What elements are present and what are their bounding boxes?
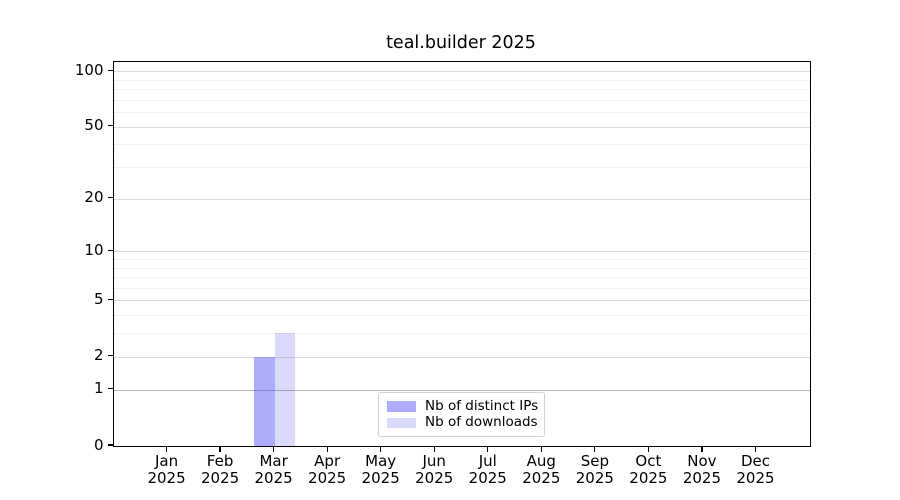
legend-item: Nb of distinct IPs (387, 397, 539, 414)
x-tick-mark (326, 446, 328, 452)
x-tick-label: Jul 2025 (468, 452, 507, 487)
x-tick-label: Nov 2025 (682, 452, 722, 487)
y-tick-mark (107, 249, 113, 251)
y-minor-gridline (114, 89, 810, 91)
y-tick-label: 50 (84, 116, 104, 135)
x-tick-label: May 2025 (361, 452, 400, 487)
y-major-gridline (114, 251, 810, 253)
x-tick-mark (754, 446, 757, 452)
y-major-gridline (114, 198, 810, 200)
legend: Nb of distinct IPs Nb of downloads (378, 392, 545, 437)
x-tick-label: Sep 2025 (575, 452, 614, 487)
bar-distinct-ips (254, 356, 275, 446)
x-tick-mark (273, 446, 275, 452)
y-tick-mark (107, 125, 113, 127)
x-tick-label: Apr 2025 (308, 452, 347, 487)
y-minor-gridline (114, 315, 810, 317)
y-major-gridline (114, 126, 810, 128)
y-minor-gridline (114, 144, 810, 146)
y-tick-label: 0 (93, 435, 104, 454)
x-tick-mark (487, 446, 489, 452)
x-tick-mark (594, 446, 596, 452)
y-major-gridline (114, 300, 810, 302)
x-tick-mark (433, 446, 435, 452)
y-tick-mark (107, 355, 113, 357)
legend-item: Nb of downloads (387, 414, 538, 431)
y-minor-gridline (114, 287, 810, 289)
x-tick-label: Oct 2025 (629, 452, 668, 487)
plot-area (113, 61, 811, 447)
y-minor-gridline (114, 277, 810, 279)
bar-downloads (274, 333, 296, 446)
y-tick-label: 5 (93, 289, 104, 308)
y-tick-label: 20 (84, 188, 104, 207)
y-minor-gridline (114, 167, 810, 169)
x-tick-label: Mar 2025 (254, 452, 293, 487)
y-minor-gridline (114, 99, 810, 101)
y-minor-gridline (114, 258, 810, 260)
y-tick-mark (107, 69, 113, 71)
x-tick-mark (165, 446, 168, 452)
y-tick-label: 2 (93, 346, 104, 365)
legend-label: Nb of downloads (425, 414, 538, 431)
y-major-gridline (114, 356, 810, 358)
y-tick-mark (107, 197, 113, 199)
x-tick-label: Jun 2025 (415, 452, 454, 487)
legend-swatch-distinct-ips (387, 401, 416, 412)
y-major-gridline (114, 389, 810, 391)
x-tick-label: Jan 2025 (147, 452, 186, 487)
y-minor-gridline (114, 112, 810, 114)
y-tick-mark (107, 388, 113, 390)
chart-title: teal.builder 2025 (386, 33, 536, 53)
x-tick-mark (380, 446, 382, 452)
legend-label: Nb of distinct IPs (425, 397, 539, 414)
x-tick-label: Feb 2025 (200, 452, 240, 487)
legend-swatch-downloads (387, 417, 416, 428)
y-tick-label: 100 (74, 60, 104, 79)
y-minor-gridline (114, 333, 810, 335)
x-tick-mark (647, 446, 649, 452)
x-tick-label: Aug 2025 (522, 452, 561, 487)
y-major-gridline (114, 71, 810, 73)
y-minor-gridline (114, 79, 810, 81)
x-tick-mark (701, 446, 703, 452)
y-tick-label: 10 (84, 240, 104, 259)
y-minor-gridline (114, 267, 810, 269)
y-tick-label: 1 (93, 379, 104, 398)
y-tick-mark (107, 298, 113, 301)
x-tick-mark (540, 446, 542, 452)
y-tick-mark (107, 444, 113, 446)
x-tick-mark (219, 446, 221, 452)
x-tick-label: Dec 2025 (736, 452, 775, 487)
